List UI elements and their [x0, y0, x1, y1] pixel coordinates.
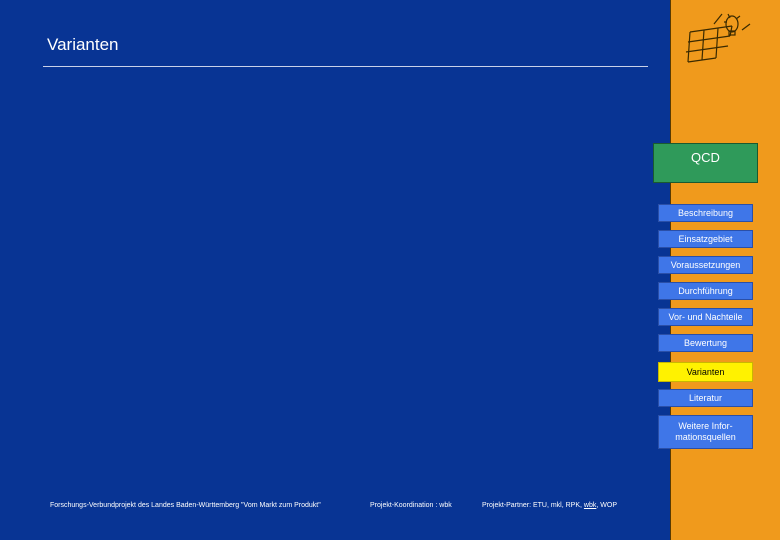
nav-vor-und-nachteile-button[interactable]: Vor- und Nachteile	[658, 308, 753, 326]
nav-literatur-button[interactable]: Literatur	[658, 389, 753, 407]
footer-project: Forschungs-Verbundprojekt des Landes Bad…	[50, 502, 321, 509]
title-divider	[43, 66, 648, 67]
page-title: Varianten	[47, 35, 119, 54]
footer-partners-suffix: , WOP	[596, 502, 617, 509]
nav-varianten-button[interactable]: Varianten	[658, 362, 753, 382]
footer-coordination: Projekt-Koordination : wbk	[370, 502, 452, 509]
nav-einsatzgebiet-button[interactable]: Einsatzgebiet	[658, 230, 753, 248]
footer-partners-link[interactable]: wbk	[583, 502, 597, 509]
qcd-header: QCD	[653, 143, 758, 183]
nav-weitere-informationsquellen-button[interactable]: Weitere Infor- mationsquellen	[658, 415, 753, 449]
nav-voraussetzungen-button[interactable]: Voraussetzungen	[658, 256, 753, 274]
nav-beschreibung-button[interactable]: Beschreibung	[658, 204, 753, 222]
nav-durchfuehrung-button[interactable]: Durchführung	[658, 282, 753, 300]
nav-bewertung-button[interactable]: Bewertung	[658, 334, 753, 352]
footer-partners-prefix: Projekt-Partner: ETU, mkl, RPK,	[482, 502, 584, 509]
grid-lightbulb-logo-icon	[685, 13, 751, 63]
footer-partners: Projekt-Partner: ETU, mkl, RPK, wbk, WOP	[482, 502, 617, 509]
